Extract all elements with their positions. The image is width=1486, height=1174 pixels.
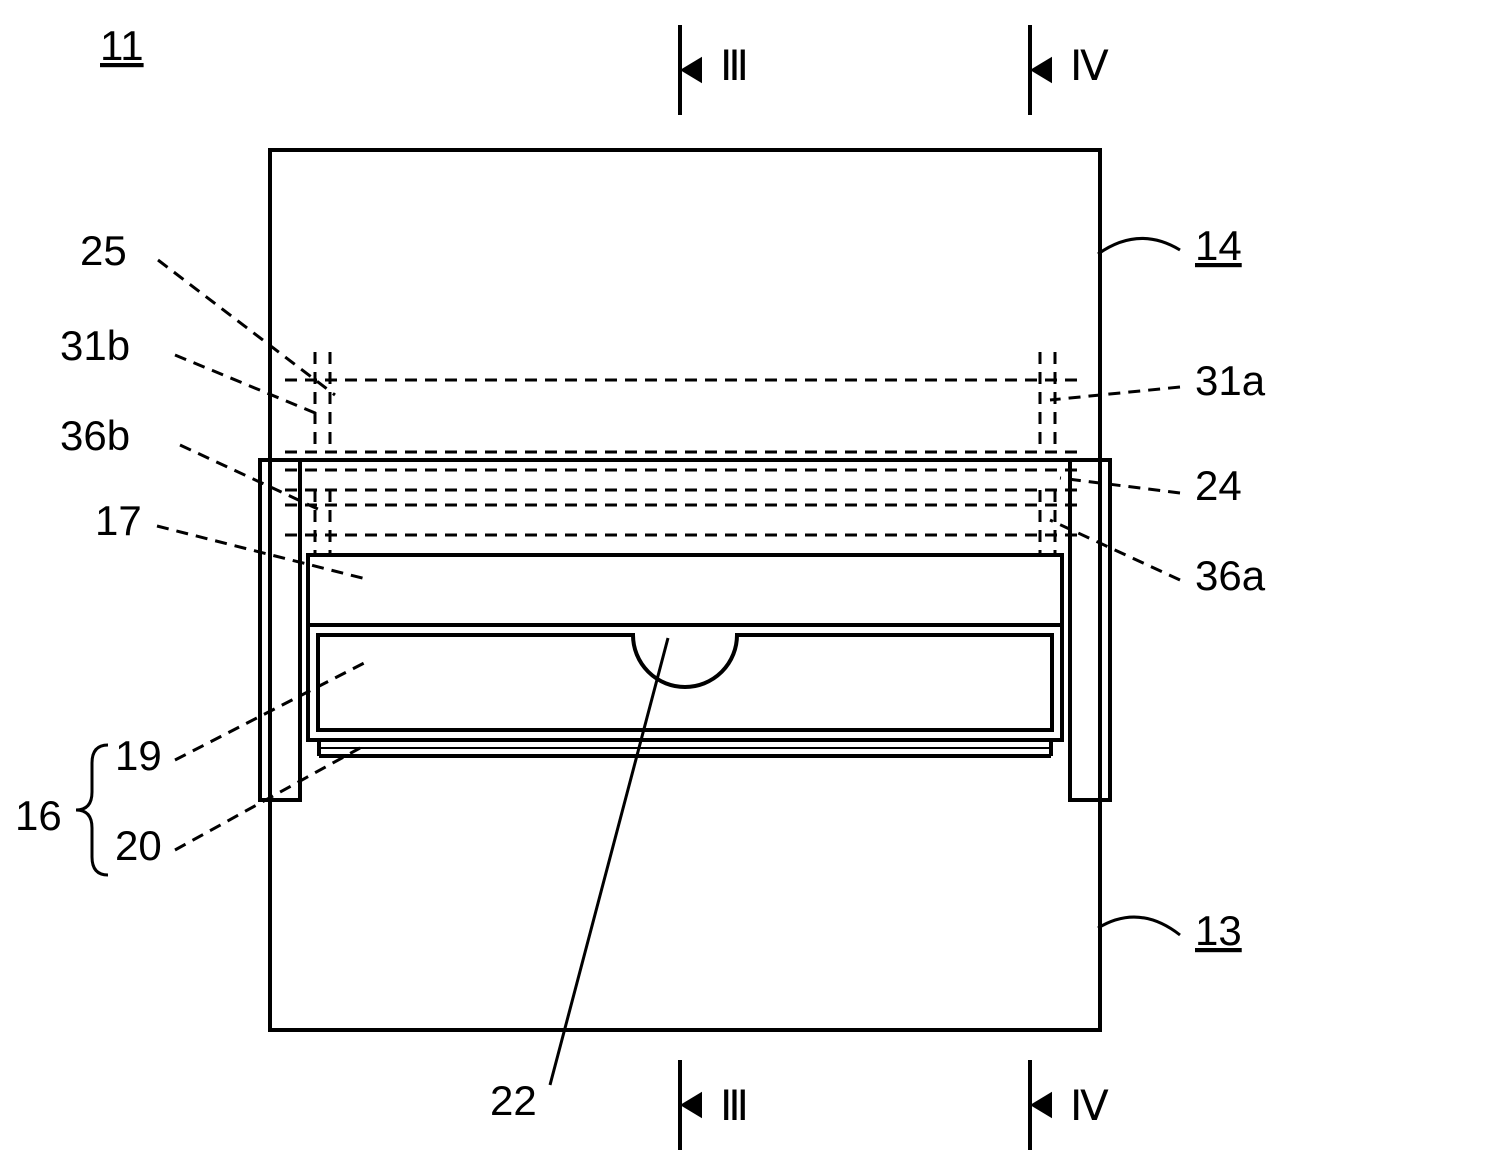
label-13: 13 (1195, 907, 1242, 954)
label-36b: 36b (60, 412, 130, 459)
label-17: 17 (95, 497, 142, 544)
label-16: 16 (15, 792, 62, 839)
label-section-Ⅲ-bot: Ⅲ (720, 1082, 749, 1129)
label-25: 25 (80, 227, 127, 274)
label-24: 24 (1195, 462, 1242, 509)
label-36a: 36a (1195, 552, 1266, 599)
label-19: 19 (115, 732, 162, 779)
label-22: 22 (490, 1077, 537, 1124)
label-20: 20 (115, 822, 162, 869)
label-31b: 31b (60, 322, 130, 369)
technical-diagram: Ⅲ Ⅳ Ⅲ Ⅳ 11 25 31b 36b 17 19 20 16 14 31a 24 36a 13 22 (0, 0, 1486, 1174)
label-section-Ⅲ-top: Ⅲ (720, 42, 749, 89)
label-31a: 31a (1195, 357, 1266, 404)
label-section-Ⅳ-top: Ⅳ (1070, 42, 1109, 89)
label-11: 11 (100, 22, 144, 69)
label-14: 14 (1195, 222, 1242, 269)
label-section-Ⅳ-bot: Ⅳ (1070, 1082, 1109, 1129)
